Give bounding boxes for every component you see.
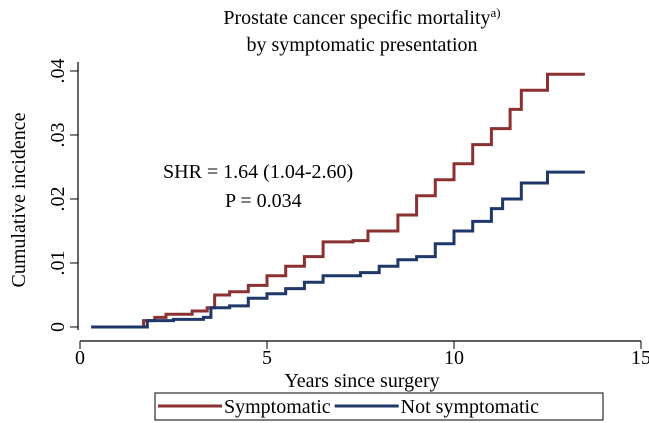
chart-subtitle: by symptomatic presentation	[246, 34, 477, 56]
series-line	[91, 72, 585, 329]
x-tick-label: 5	[262, 347, 272, 369]
x-tick-label: 15	[631, 347, 649, 369]
series-line	[91, 170, 585, 329]
annotation: SHR = 1.64 (1.04-2.60)	[163, 161, 353, 183]
legend-label: Not symptomatic	[401, 396, 539, 418]
legend-box	[154, 392, 604, 421]
x-axis-label: Years since surgery	[284, 370, 439, 392]
title-superscript: a)	[491, 5, 501, 20]
chart-title: Prostate cancer specific mortalitya)	[223, 5, 500, 29]
y-tick-label: .04	[47, 59, 69, 84]
legend-label: Symptomatic	[224, 396, 331, 418]
y-tick-label: .03	[47, 123, 69, 148]
title-text: Prostate cancer specific mortality	[223, 7, 490, 29]
y-tick-label: 0	[47, 322, 69, 332]
x-tick-label: 0	[75, 347, 85, 369]
annotation: P = 0.034	[225, 190, 302, 212]
y-axis-label: Cumulative incidence	[8, 112, 30, 287]
y-tick-label: .02	[47, 187, 69, 212]
y-tick-label: .01	[47, 251, 69, 276]
x-tick-label: 10	[444, 347, 464, 369]
